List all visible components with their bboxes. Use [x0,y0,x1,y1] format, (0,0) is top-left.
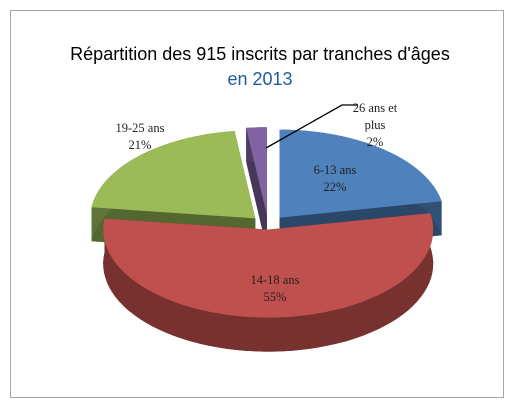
data-label: 14-18 ans 55% [235,272,315,306]
slice-wall [103,213,434,352]
slice-top [279,129,442,218]
chart-title: Répartition des 915 inscrits par tranche… [70,44,450,64]
leader-line [265,104,358,149]
value-label: 21% [128,138,152,152]
category-label: 14-18 ans [250,273,300,287]
data-label: 26 ans et plus 2% [345,100,405,151]
chart-border [10,10,504,398]
data-label: 19-25 ans 21% [100,120,180,154]
value-label: 22% [323,180,347,194]
value-label: 2% [366,135,384,149]
category-label: 6-13 ans [313,163,357,177]
slice-top [103,213,434,318]
slice-top [91,131,256,219]
chart-title-suffix: en 2013 [227,69,293,89]
data-label: 6-13 ans 22% [300,162,370,196]
value-label: 55% [263,290,287,304]
category-label: 19-25 ans [115,121,165,135]
slice-top [246,127,267,216]
chart-title-block: Répartition des 915 inscrits par tranche… [70,42,450,92]
category-label: 26 ans et plus [352,101,398,132]
